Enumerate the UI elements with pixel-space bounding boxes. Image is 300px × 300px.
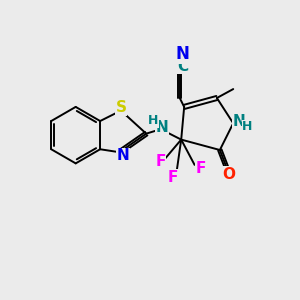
- Text: N: N: [233, 114, 245, 129]
- Text: N: N: [176, 45, 190, 63]
- Text: F: F: [195, 161, 206, 176]
- Text: S: S: [116, 100, 127, 115]
- Text: N: N: [156, 120, 169, 135]
- Text: H: H: [242, 120, 253, 133]
- Text: N: N: [117, 148, 129, 163]
- Text: O: O: [222, 167, 235, 182]
- Text: H: H: [148, 114, 158, 128]
- Text: F: F: [168, 170, 178, 185]
- Text: F: F: [155, 154, 166, 169]
- Text: C: C: [177, 59, 188, 74]
